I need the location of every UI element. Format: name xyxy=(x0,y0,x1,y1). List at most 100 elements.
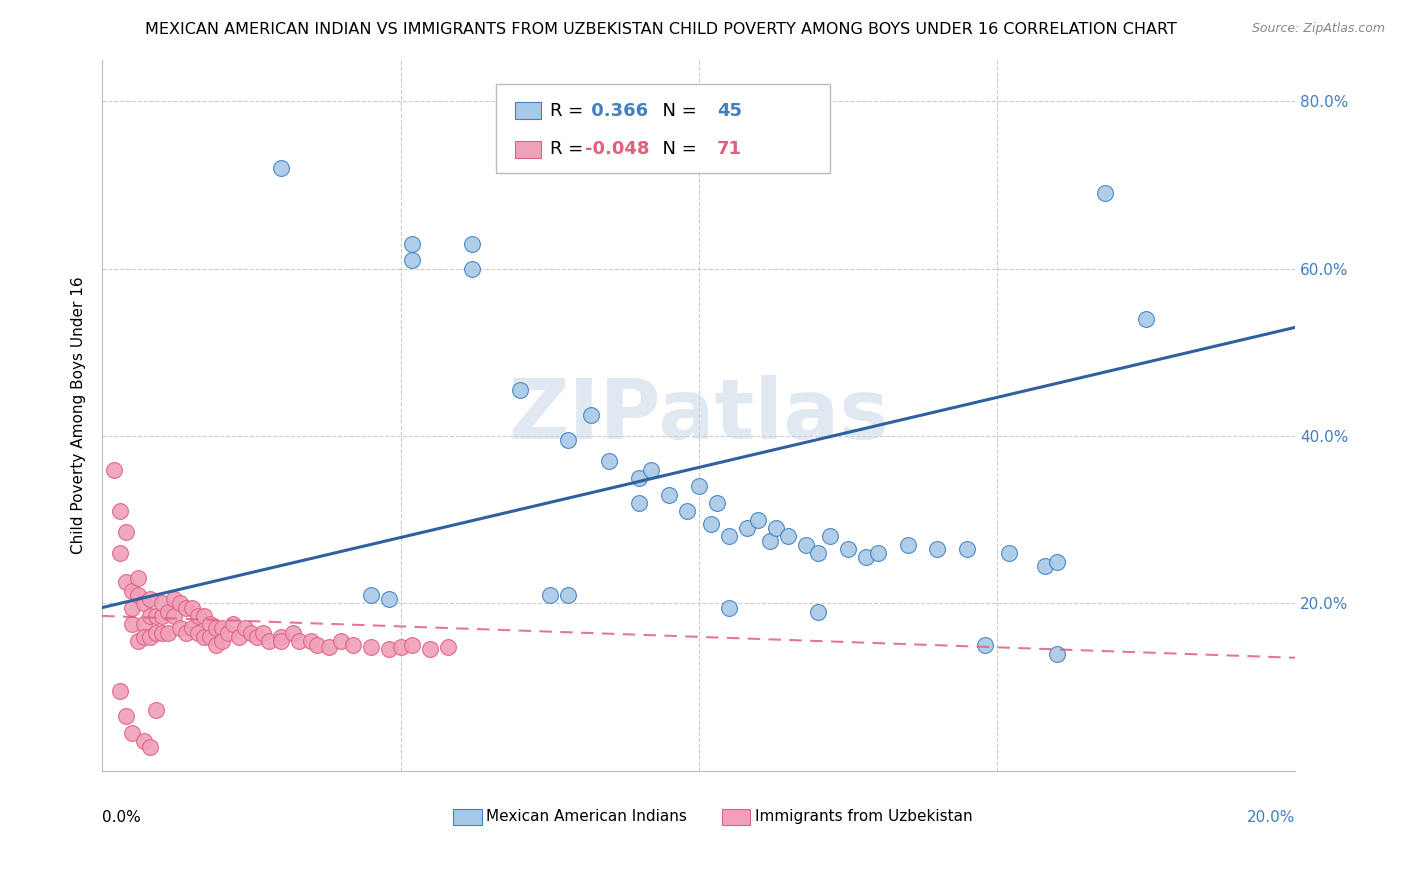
Point xyxy=(509,383,531,397)
Point xyxy=(156,605,179,619)
Point xyxy=(211,622,233,636)
Point xyxy=(628,471,651,485)
Point xyxy=(163,592,186,607)
Point xyxy=(139,630,162,644)
Point xyxy=(778,529,800,543)
Point xyxy=(145,703,167,717)
Point xyxy=(581,408,603,422)
Point xyxy=(270,161,292,176)
Y-axis label: Child Poverty Among Boys Under 16: Child Poverty Among Boys Under 16 xyxy=(72,277,86,554)
Point xyxy=(211,634,233,648)
Point xyxy=(717,529,740,543)
Point xyxy=(132,596,155,610)
Point xyxy=(1135,312,1157,326)
Point xyxy=(121,617,143,632)
Point xyxy=(222,617,245,632)
Point xyxy=(132,734,155,748)
Point xyxy=(174,625,197,640)
FancyBboxPatch shape xyxy=(453,809,482,825)
Point xyxy=(163,609,186,624)
Point xyxy=(897,538,920,552)
Point xyxy=(1033,558,1056,573)
Text: 71: 71 xyxy=(717,140,742,159)
Point xyxy=(998,546,1021,560)
Point xyxy=(270,634,292,648)
Point xyxy=(401,236,423,251)
Point xyxy=(818,529,841,543)
Point xyxy=(108,684,131,698)
Point xyxy=(717,600,740,615)
Point xyxy=(557,588,579,602)
Point xyxy=(342,638,364,652)
Point xyxy=(794,538,817,552)
Text: Mexican American Indians: Mexican American Indians xyxy=(486,809,688,824)
Point xyxy=(121,600,143,615)
Point xyxy=(1046,555,1069,569)
Point xyxy=(132,630,155,644)
Point xyxy=(235,622,257,636)
Point xyxy=(198,630,221,644)
Point xyxy=(747,513,769,527)
Point xyxy=(127,634,149,648)
Point xyxy=(706,496,728,510)
Point xyxy=(318,640,340,654)
Point xyxy=(240,625,263,640)
Point xyxy=(866,546,889,560)
Point xyxy=(193,609,215,624)
Point xyxy=(389,640,412,654)
Point xyxy=(299,634,322,648)
Point xyxy=(360,588,382,602)
Point xyxy=(360,640,382,654)
Point xyxy=(180,600,202,615)
Point xyxy=(246,630,269,644)
Point xyxy=(115,525,138,540)
Point xyxy=(174,600,197,615)
Text: N =: N = xyxy=(651,140,703,159)
Point xyxy=(115,575,138,590)
Point xyxy=(419,642,441,657)
Point xyxy=(115,709,138,723)
Point xyxy=(401,638,423,652)
Point xyxy=(377,592,399,607)
FancyBboxPatch shape xyxy=(515,141,541,158)
Point xyxy=(759,533,782,548)
Point xyxy=(198,617,221,632)
Text: R =: R = xyxy=(550,140,589,159)
Point xyxy=(145,625,167,640)
Point xyxy=(121,583,143,598)
FancyBboxPatch shape xyxy=(721,809,751,825)
Text: R =: R = xyxy=(550,102,589,120)
Point xyxy=(288,634,311,648)
Point xyxy=(204,622,226,636)
Point xyxy=(329,634,352,648)
Point xyxy=(658,488,681,502)
Point xyxy=(132,617,155,632)
Point xyxy=(461,236,484,251)
Point xyxy=(377,642,399,657)
Point xyxy=(204,638,226,652)
Text: 20.0%: 20.0% xyxy=(1247,810,1295,825)
Point xyxy=(139,592,162,607)
Point xyxy=(1046,647,1069,661)
FancyBboxPatch shape xyxy=(515,103,541,120)
Point xyxy=(217,625,239,640)
FancyBboxPatch shape xyxy=(496,85,830,173)
Point xyxy=(281,625,304,640)
Point xyxy=(401,253,423,268)
Point xyxy=(807,605,830,619)
Point xyxy=(108,504,131,518)
Point xyxy=(121,726,143,740)
Point xyxy=(156,625,179,640)
Text: ZIPatlas: ZIPatlas xyxy=(509,375,890,456)
Point xyxy=(688,479,710,493)
Point xyxy=(1094,186,1116,201)
Point xyxy=(557,434,579,448)
Point xyxy=(628,496,651,510)
Point xyxy=(640,462,662,476)
Text: N =: N = xyxy=(651,102,703,120)
Point xyxy=(127,571,149,585)
Point xyxy=(187,625,209,640)
Point xyxy=(956,541,979,556)
Point xyxy=(139,609,162,624)
Point xyxy=(259,634,281,648)
